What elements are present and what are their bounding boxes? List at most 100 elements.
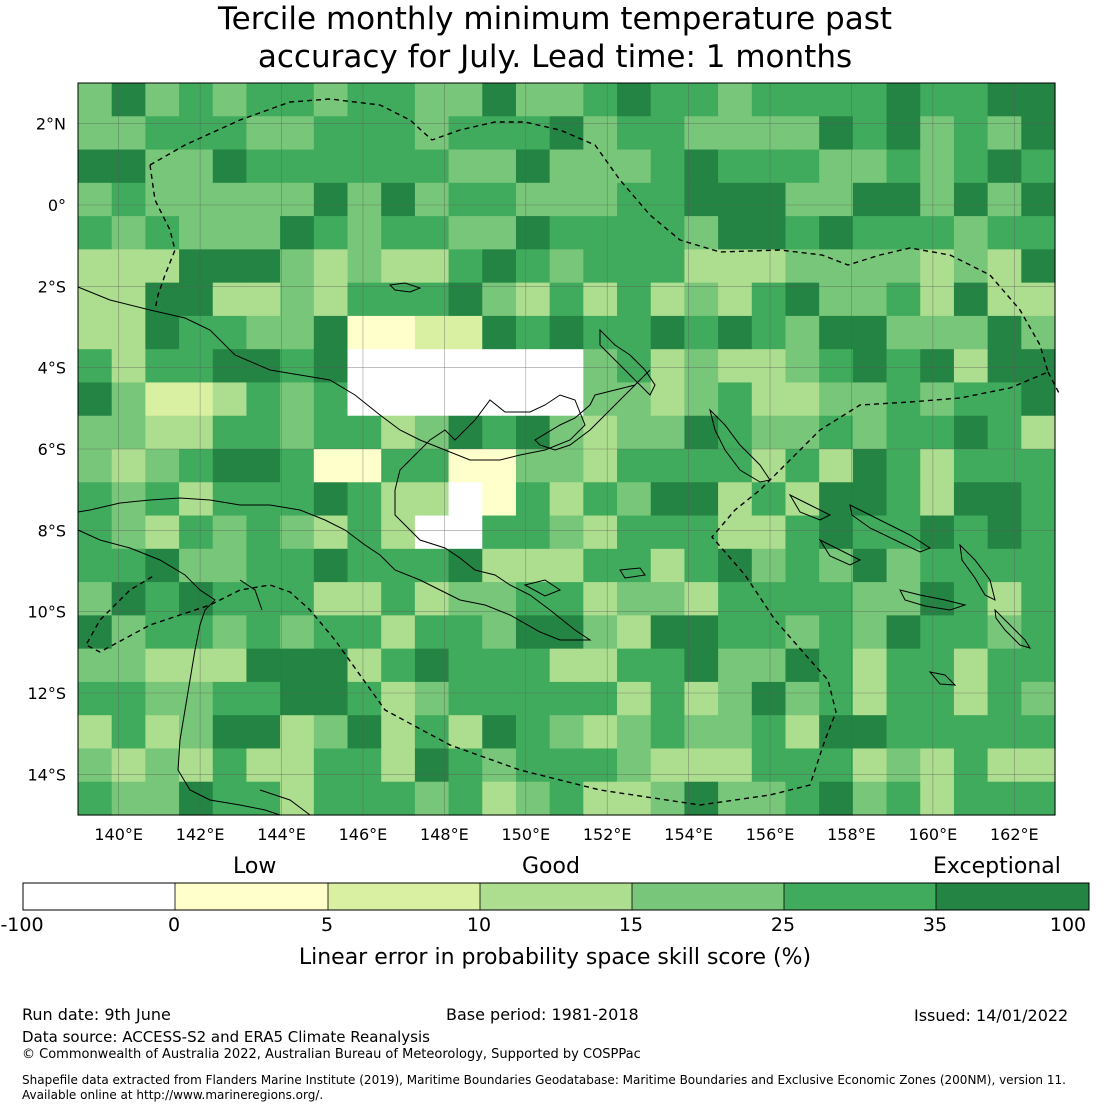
grid-cell	[819, 149, 854, 184]
shapefile-credit: Shapefile data extracted from Flanders M…	[22, 1073, 1066, 1103]
shapefile-credit-line-1: Shapefile data extracted from Flanders M…	[22, 1073, 1066, 1087]
grid-cell	[785, 382, 820, 417]
eez-png	[85, 98, 1049, 806]
lat-tick-label: 12°S	[27, 684, 66, 703]
grid-cell	[414, 648, 450, 683]
grid-cell	[313, 548, 349, 583]
grid-cell	[482, 449, 517, 483]
grid-cell	[246, 548, 281, 583]
grid-cell	[886, 715, 921, 750]
grid-cell	[448, 748, 483, 783]
lat-tick-label: 14°S	[27, 765, 66, 784]
colorbar-tick: 5	[320, 914, 334, 936]
grid-cell	[920, 182, 955, 217]
grid-cell	[920, 116, 955, 151]
grid-cell	[852, 282, 888, 317]
grid-cell	[381, 382, 416, 417]
grid-cell	[819, 715, 854, 750]
grid-cell	[953, 548, 989, 583]
grid-cell	[852, 182, 888, 217]
grid-cell	[953, 249, 989, 284]
grid-cell	[145, 748, 180, 783]
grid-cell	[78, 216, 113, 250]
grid-cell	[650, 249, 686, 284]
map-frame	[77, 82, 1056, 816]
colorbar-segment	[23, 883, 175, 910]
grid-cell	[684, 282, 719, 317]
grid-cell	[650, 449, 686, 483]
grid-cell	[347, 781, 382, 816]
grid-cell	[650, 582, 686, 616]
grid-cell	[448, 615, 483, 650]
grid-cell	[482, 182, 517, 217]
grid-cell	[549, 282, 584, 317]
grid-cell	[650, 681, 686, 716]
grid-cell	[987, 748, 1022, 783]
grid-cell	[78, 415, 113, 450]
grid-cell	[852, 382, 888, 417]
grid-cell	[920, 582, 955, 616]
grid-cell	[549, 182, 584, 217]
grid-cell	[482, 648, 517, 683]
lat-tick-label: 8°S	[38, 521, 66, 540]
coastline-solomons-c	[818, 538, 862, 566]
grid-cell	[987, 249, 1022, 284]
grid-cell	[920, 748, 955, 783]
grid-cell	[751, 282, 787, 317]
grid-cell	[179, 315, 214, 350]
grid-cell	[145, 781, 180, 816]
grid-cell	[819, 182, 854, 217]
grid-cell	[448, 482, 483, 517]
grid-cell	[785, 349, 820, 384]
grid-cell	[1021, 482, 1056, 517]
grid-cell	[212, 349, 248, 384]
grid-cell	[78, 781, 113, 816]
grid-cell	[785, 449, 820, 483]
grid-cell	[953, 315, 989, 350]
lon-tick-label: 146°E	[339, 825, 388, 844]
grid-cell	[549, 116, 584, 151]
grid-cell	[718, 648, 753, 683]
grid-cell	[145, 216, 180, 250]
grid-cell	[280, 715, 315, 750]
grid-cell	[718, 382, 753, 417]
grid-cell	[313, 349, 349, 384]
grid-cell	[381, 748, 416, 783]
grid-cell	[1021, 349, 1056, 384]
grid-cell	[347, 482, 382, 517]
grid-cell	[381, 715, 416, 750]
grid-cell	[145, 715, 180, 750]
grid-cell	[684, 582, 719, 616]
grid-cell	[145, 515, 180, 550]
grid-cell	[920, 515, 955, 550]
grid-cell	[684, 83, 719, 117]
grid-cell	[212, 548, 248, 583]
grid-cell	[515, 249, 551, 284]
grid-cell	[347, 149, 382, 184]
grid-cell	[179, 681, 214, 716]
grid-cell	[78, 382, 113, 417]
grid-cell	[212, 282, 248, 317]
grid-cell	[684, 149, 719, 184]
grid-cell	[448, 349, 483, 384]
grid-cell	[347, 415, 382, 450]
grid-cell	[280, 449, 315, 483]
colorbar-tick: 15	[618, 914, 644, 936]
grid-cell	[212, 648, 248, 683]
grid-cell	[212, 315, 248, 350]
grid-cell	[448, 515, 483, 550]
grid-cell	[482, 282, 517, 317]
grid-cell	[212, 182, 248, 217]
grid-cell	[1021, 681, 1056, 716]
grid-cell	[886, 748, 921, 783]
grid-cell	[718, 216, 753, 250]
title-line-2: accuracy for July. Lead time: 1 months	[257, 39, 853, 75]
grid-cell	[718, 116, 753, 151]
grid-cell	[111, 449, 146, 483]
grid-cell	[313, 715, 349, 750]
grid-cell	[852, 349, 888, 384]
grid-cell	[448, 781, 483, 816]
grid-cell	[111, 715, 146, 750]
grid-cell	[347, 315, 382, 350]
grid-cell	[718, 315, 753, 350]
